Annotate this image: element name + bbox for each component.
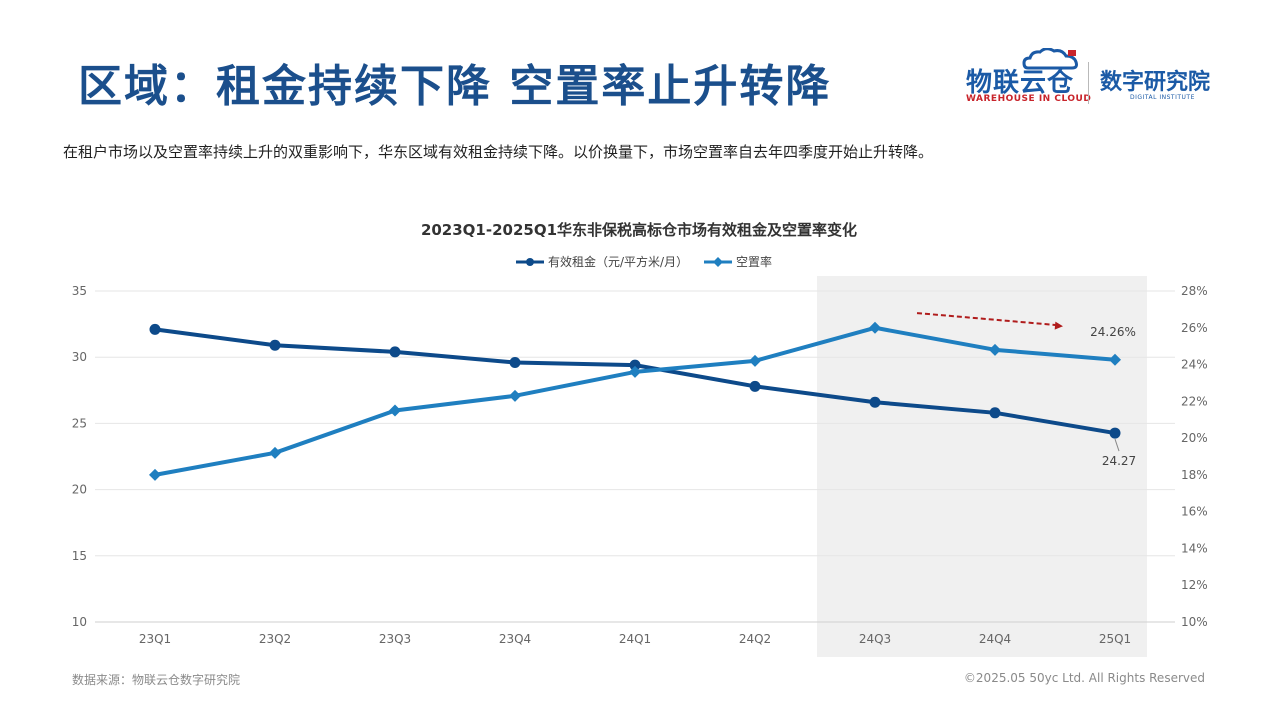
x-tick-label: 24Q1 xyxy=(619,632,651,646)
copyright: ©2025.05 50yc Ltd. All Rights Reserved xyxy=(963,671,1205,685)
rent-point xyxy=(269,339,281,351)
brand-name-en: WAREHOUSE IN CLOUD xyxy=(966,94,1092,104)
right-tick-label: 16% xyxy=(1181,505,1208,519)
rent-point xyxy=(389,346,401,358)
right-tick-label: 26% xyxy=(1181,321,1208,335)
chart-title: 2023Q1-2025Q1华东非保税高标仓市场有效租金及空置率变化 xyxy=(421,221,857,239)
x-tick-label: 23Q3 xyxy=(379,632,411,646)
brand-name: 物联云仓 xyxy=(966,68,1075,98)
x-tick-label: 23Q4 xyxy=(499,632,531,646)
x-tick-label: 23Q1 xyxy=(139,632,171,646)
left-tick-label: 30 xyxy=(72,350,87,364)
right-tick-label: 22% xyxy=(1181,394,1208,408)
rent-data-label: 24.27 xyxy=(1102,454,1136,468)
vacancy-point xyxy=(869,321,881,334)
trend-arrow-icon xyxy=(916,312,1063,330)
vacancy-point xyxy=(149,468,161,481)
vacancy-point xyxy=(1109,353,1121,366)
legend-item: 有效租金（元/平方米/月） xyxy=(516,254,688,269)
legend-item: 空置率 xyxy=(704,254,772,269)
right-tick-label: 12% xyxy=(1181,578,1208,592)
x-tick-label: 25Q1 xyxy=(1099,632,1131,646)
vacancy-point xyxy=(749,354,761,367)
left-tick-label: 20 xyxy=(72,483,87,497)
logo-divider xyxy=(1088,62,1089,104)
cloud-icon xyxy=(1022,48,1078,70)
vacancy-point xyxy=(269,446,281,459)
rent-point xyxy=(1109,427,1121,439)
right-tick-label: 24% xyxy=(1181,358,1208,372)
vacancy-data-label: 24.26% xyxy=(1090,325,1136,339)
legend-label: 有效租金（元/平方米/月） xyxy=(548,254,688,269)
rent-point xyxy=(749,380,761,392)
rent-point xyxy=(149,323,161,335)
brand-logo: 物联云仓 WAREHOUSE IN CLOUD 数字研究院 DIGITAL IN… xyxy=(962,48,1222,108)
data-source: 数据来源：物联云仓数字研究院 xyxy=(72,673,241,687)
right-tick-label: 10% xyxy=(1181,615,1208,629)
vacancy-point xyxy=(629,365,641,378)
right-tick-label: 18% xyxy=(1181,468,1208,482)
x-tick-label: 23Q2 xyxy=(259,632,291,646)
vacancy-point xyxy=(509,389,521,402)
left-tick-label: 15 xyxy=(72,549,87,563)
right-tick-label: 28% xyxy=(1181,284,1208,298)
line-chart: 2023Q1-2025Q1华东非保税高标仓市场有效租金及空置率变化 有效租金（元… xyxy=(72,221,1208,657)
institute-name-en: DIGITAL INSTITUTE xyxy=(1130,94,1195,101)
x-tick-label: 24Q4 xyxy=(979,632,1011,646)
institute-name: 数字研究院 xyxy=(1100,70,1211,95)
x-tick-label: 24Q3 xyxy=(859,632,891,646)
x-tick-label: 24Q2 xyxy=(739,632,771,646)
vacancy-point xyxy=(989,343,1001,356)
rent-point xyxy=(869,396,881,408)
right-tick-label: 14% xyxy=(1181,541,1208,555)
vacancy-point xyxy=(389,404,401,417)
legend-label: 空置率 xyxy=(736,254,772,269)
rent-point xyxy=(509,356,521,368)
page-title: 区域：租金持续下降 空置率止升转降 xyxy=(78,61,832,112)
left-tick-label: 10 xyxy=(72,615,87,629)
highlight-region xyxy=(817,276,1147,657)
rent-point xyxy=(629,359,641,371)
left-tick-label: 25 xyxy=(72,416,87,430)
rent-point xyxy=(989,407,1001,419)
left-tick-label: 35 xyxy=(72,284,87,298)
page-subtitle: 在租户市场以及空置率持续上升的双重影响下，华东区域有效租金持续下降。以价换量下，… xyxy=(63,143,934,161)
right-tick-label: 20% xyxy=(1181,431,1208,445)
